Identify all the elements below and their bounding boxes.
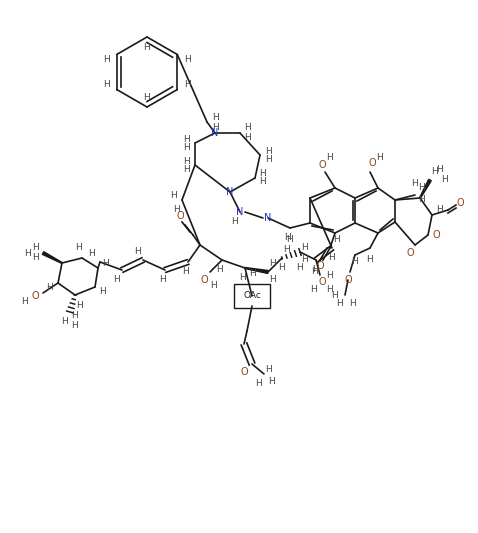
Text: H: H	[184, 55, 191, 64]
Text: H: H	[260, 177, 266, 187]
Text: H: H	[352, 257, 358, 266]
Text: H: H	[103, 259, 109, 268]
Text: H: H	[337, 298, 343, 308]
Text: H: H	[328, 254, 336, 262]
Text: H: H	[349, 298, 357, 308]
Text: H: H	[25, 248, 32, 257]
Text: H: H	[313, 265, 319, 274]
Text: H: H	[297, 263, 304, 272]
Text: H: H	[184, 142, 190, 151]
Text: H: H	[377, 152, 383, 161]
Text: O: O	[318, 277, 326, 287]
Text: O: O	[316, 261, 324, 271]
Text: N: N	[264, 213, 272, 223]
Text: H: H	[160, 276, 166, 285]
Text: O: O	[200, 275, 208, 285]
Text: H: H	[76, 301, 83, 310]
Text: O: O	[240, 367, 248, 377]
Text: H: H	[283, 246, 290, 254]
Text: H: H	[103, 55, 110, 64]
Text: H: H	[62, 318, 68, 327]
Text: H: H	[217, 265, 223, 274]
Text: H: H	[419, 196, 425, 205]
Text: H: H	[213, 112, 219, 122]
Text: H: H	[143, 93, 151, 101]
Text: H: H	[270, 276, 276, 285]
Text: H: H	[232, 217, 239, 227]
Text: H: H	[72, 320, 78, 329]
Text: H: H	[266, 365, 272, 374]
Text: H: H	[269, 376, 275, 385]
Text: H: H	[213, 123, 219, 132]
Text: H: H	[143, 43, 151, 52]
Text: H: H	[239, 273, 246, 282]
Text: O: O	[31, 291, 39, 301]
Text: H: H	[184, 134, 190, 143]
Text: H: H	[256, 379, 262, 389]
Text: H: H	[334, 236, 340, 245]
Text: H: H	[184, 157, 190, 166]
Text: H: H	[47, 282, 54, 292]
Text: H: H	[419, 183, 425, 192]
Text: H: H	[88, 249, 96, 259]
Text: H: H	[266, 147, 272, 156]
Text: H: H	[312, 268, 318, 277]
Text: OAc: OAc	[243, 292, 261, 301]
Text: H: H	[99, 287, 107, 295]
Text: H: H	[250, 269, 256, 278]
Text: H: H	[412, 179, 418, 188]
Text: N: N	[226, 187, 234, 197]
Text: H: H	[76, 244, 82, 253]
FancyBboxPatch shape	[234, 284, 270, 308]
Text: H: H	[302, 244, 308, 253]
Text: H: H	[432, 167, 438, 176]
Text: H: H	[211, 281, 217, 290]
Text: N: N	[236, 207, 244, 217]
Text: O: O	[406, 248, 414, 258]
Text: N: N	[211, 128, 219, 138]
Text: H: H	[33, 244, 39, 253]
Text: H: H	[436, 166, 444, 174]
Text: H: H	[245, 124, 251, 133]
Text: H: H	[326, 286, 333, 295]
Text: H: H	[442, 175, 448, 184]
Text: H: H	[245, 133, 251, 142]
Text: H: H	[33, 254, 39, 262]
Polygon shape	[42, 252, 62, 263]
Text: O: O	[318, 160, 326, 170]
Text: H: H	[260, 169, 266, 179]
Text: H: H	[184, 165, 190, 174]
Polygon shape	[245, 268, 268, 273]
Text: H: H	[266, 155, 272, 164]
Text: H: H	[22, 297, 28, 306]
Text: H: H	[302, 255, 308, 264]
Text: H: H	[326, 154, 333, 163]
Text: H: H	[183, 268, 189, 277]
Text: H: H	[367, 255, 373, 264]
Text: O: O	[456, 198, 464, 208]
Text: O: O	[368, 158, 376, 168]
Text: H: H	[103, 80, 110, 89]
Text: H: H	[171, 190, 177, 199]
Text: H: H	[436, 206, 444, 214]
Text: H: H	[135, 247, 141, 256]
Text: H: H	[184, 80, 191, 89]
Text: H: H	[332, 290, 338, 300]
Text: H: H	[270, 260, 276, 269]
Text: H: H	[284, 233, 292, 243]
Text: O: O	[176, 211, 184, 221]
Text: O: O	[344, 275, 352, 285]
Text: H: H	[279, 263, 285, 272]
Text: H: H	[311, 286, 317, 295]
Text: H: H	[72, 311, 78, 319]
Text: O: O	[432, 230, 440, 240]
Text: H: H	[114, 276, 120, 285]
Text: H: H	[174, 205, 180, 214]
Text: H: H	[287, 236, 293, 245]
Polygon shape	[420, 179, 431, 198]
Text: H: H	[326, 271, 333, 279]
